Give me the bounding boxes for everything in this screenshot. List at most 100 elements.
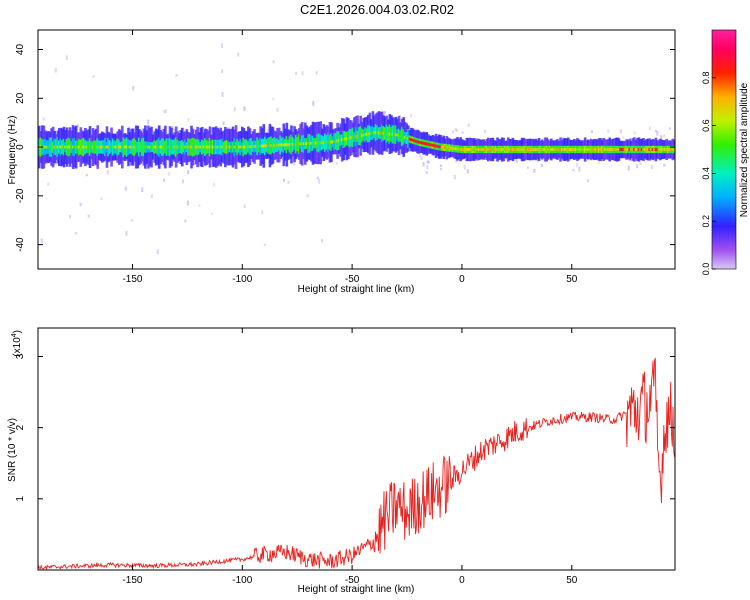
heatmap-band-core (154, 145, 158, 149)
heatmap-speckle (533, 168, 536, 173)
heatmap-speckle (663, 163, 666, 167)
spectrogram-frame (37, 29, 676, 270)
heatmap-speckle (607, 129, 610, 134)
heatmap-band-core (102, 145, 106, 149)
heatmap-band-core (208, 145, 212, 149)
snr-y-tick-label: 2 (15, 424, 26, 430)
heatmap-band-core (81, 145, 84, 149)
svg-text:(x104): (x104) (11, 330, 23, 357)
heatmap-band-core (164, 145, 167, 149)
heatmap-band-core (327, 140, 330, 144)
heatmap-band-core (219, 145, 223, 149)
heatmap-band-core (370, 131, 373, 135)
heatmap-speckle (75, 232, 78, 235)
heatmap-band-core (391, 132, 395, 136)
heatmap-band-core (302, 142, 306, 146)
snr-frame (37, 327, 676, 571)
snr-x-tick-label: -50 (345, 575, 360, 586)
heatmap-band-core (117, 145, 121, 149)
heatmap-band-core (328, 140, 332, 144)
heatmap-band-core (550, 148, 553, 151)
heatmap-band-core (459, 147, 462, 151)
heatmap-speckle (426, 165, 429, 170)
heatmap-speckle (315, 71, 318, 75)
heatmap-band-core (385, 132, 389, 136)
heatmap-band-core (491, 148, 495, 151)
heatmap-band-core (382, 131, 386, 135)
heatmap-band-core (245, 145, 249, 149)
heatmap-band-core (113, 145, 116, 149)
heatmap-band-core (77, 145, 81, 149)
heatmap-band-core (285, 143, 289, 147)
heatmap-band-core (51, 145, 55, 149)
heatmap-band-core (376, 131, 379, 135)
heatmap-band-core (516, 148, 519, 151)
heatmap-band-core (629, 148, 633, 151)
heatmap-speckle (221, 69, 224, 74)
heatmap-band-core (116, 145, 120, 149)
heatmap-band-core (560, 148, 564, 151)
heatmap-band-core (180, 145, 184, 149)
heatmap-band-core (490, 148, 493, 151)
heatmap-band-core (433, 144, 436, 148)
heatmap-speckle (221, 92, 224, 97)
heatmap-band-core (546, 148, 550, 151)
heatmap-band-core (654, 148, 658, 151)
heatmap-speckle (383, 111, 386, 115)
heatmap-speckle (164, 109, 167, 114)
heatmap-band-core (68, 145, 72, 149)
heatmap-speckle (454, 128, 457, 131)
heatmap-band-core (390, 132, 393, 136)
heatmap-band-core (643, 148, 647, 151)
heatmap-band-core (588, 148, 592, 151)
heatmap-speckle (132, 85, 135, 91)
heatmap-speckle (562, 137, 565, 140)
heatmap-band-core (442, 145, 445, 149)
heatmap-band-core (437, 145, 441, 149)
snr-x-label: Height of straight line (km) (298, 584, 415, 595)
heatmap-band-core (405, 136, 409, 140)
heatmap-band-core (45, 145, 49, 149)
heatmap-band-core (470, 148, 473, 151)
heatmap-band-core (642, 148, 645, 151)
heatmap-band-core (388, 132, 392, 136)
heatmap-band-core (65, 145, 69, 149)
heatmap-band-core (602, 148, 605, 151)
heatmap-band-core (90, 145, 93, 149)
heatmap-band-core (47, 145, 50, 149)
heatmap-speckle (466, 169, 469, 174)
heatmap-band-core (87, 145, 90, 149)
heatmap-band-core (570, 148, 573, 151)
heatmap-band-core (343, 137, 347, 141)
heatmap-band-core (239, 145, 243, 149)
heatmap-band-core (334, 139, 338, 143)
heatmap-band-core (427, 142, 430, 146)
colorbar-tick-label: 0.2 (701, 215, 711, 228)
heatmap-band-core (660, 148, 664, 151)
heatmap-band-core (173, 145, 176, 149)
heatmap-speckle (663, 134, 666, 138)
heatmap-band-core (134, 145, 138, 149)
heatmap-band-core (613, 148, 616, 151)
heatmap-band-core (264, 144, 267, 148)
heatmap-band-core (248, 145, 252, 149)
heatmap-speckle (335, 161, 338, 165)
figure-title: C2E1.2026.004.03.02.R02 (300, 2, 454, 17)
heatmap-speckle (627, 165, 630, 171)
heatmap-band-core (144, 145, 147, 149)
heatmap-band-core (628, 148, 632, 151)
heatmap-band-core (97, 145, 101, 149)
heatmap-band-core (557, 148, 561, 151)
heatmap-band-core (127, 145, 130, 149)
heatmap-band-core (76, 145, 80, 149)
heatmap-band-core (342, 137, 346, 141)
heatmap-speckle (272, 60, 275, 64)
heatmap-speckle (167, 172, 170, 176)
heatmap-band-core (350, 136, 353, 140)
heatmap-speckle (173, 128, 176, 132)
colorbar-gradient (711, 29, 737, 270)
heatmap-speckle (124, 186, 127, 191)
heatmap-band-core (325, 140, 329, 144)
heatmap-band-core (367, 132, 370, 136)
heatmap-band-core (119, 145, 123, 149)
